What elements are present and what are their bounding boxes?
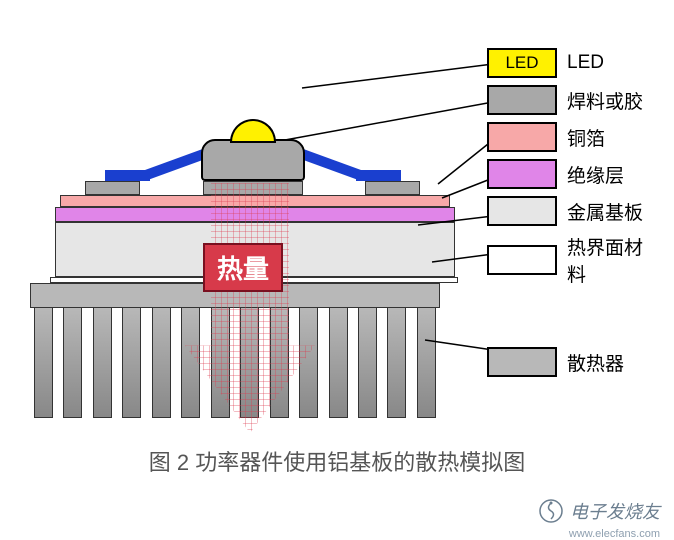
legend-label: 散热器 <box>567 349 624 376</box>
lead-wire-left <box>105 170 150 181</box>
legend-swatch <box>487 122 557 152</box>
legend-row: 金属基板 <box>487 196 652 226</box>
copper-foil-layer <box>60 195 450 207</box>
led-package-body <box>201 139 305 181</box>
legend-label: 热界面材料 <box>567 233 652 287</box>
legend: LED LED 焊料或胶铜箔绝缘层金属基板热界面材料散热器 <box>487 48 652 384</box>
heatsink-fin <box>152 308 171 418</box>
legend-swatch <box>487 85 557 115</box>
legend-swatch: LED <box>487 48 557 78</box>
heatsink-fin <box>63 308 82 418</box>
legend-label: 金属基板 <box>567 198 643 225</box>
insulation-layer <box>55 207 455 222</box>
lead-wire-left-angle <box>145 148 205 181</box>
watermark-url: www.elecfans.com <box>569 528 660 540</box>
solder-pad-right <box>365 181 420 195</box>
legend-row: 焊料或胶 <box>487 85 652 115</box>
heatsink-fin <box>181 308 200 418</box>
heatsink-fin <box>329 308 348 418</box>
lead-wire-right-angle <box>301 148 361 181</box>
legend-label: 焊料或胶 <box>567 87 643 114</box>
heatsink-fin <box>93 308 112 418</box>
heatsink-fin <box>417 308 436 418</box>
led-dome <box>230 119 276 143</box>
legend-row: 铜箔 <box>487 122 652 152</box>
heatsink-fin <box>34 308 53 418</box>
watermark-text: 电子发烧友 <box>570 498 660 524</box>
legend-label: 绝缘层 <box>567 161 624 188</box>
legend-swatch <box>487 159 557 189</box>
heatsink-fin <box>358 308 377 418</box>
legend-row: LED LED <box>487 48 652 78</box>
legend-label: LED <box>567 52 604 74</box>
legend-row: 散热器 <box>487 347 652 377</box>
solder-pad-left <box>85 181 140 195</box>
legend-swatch <box>487 245 557 275</box>
diagram-container: 热量 LED LED 焊料或胶铜箔绝缘层金属基板热界面材料散热器 图 2 功率器件使… <box>0 0 674 538</box>
legend-swatch <box>487 347 557 377</box>
heatsink-fin <box>299 308 318 418</box>
figure-caption: 图 2 功率器件使用铝基板的散热模拟图 <box>0 445 674 477</box>
legend-row: 绝缘层 <box>487 159 652 189</box>
heatsink-layer <box>30 283 440 418</box>
watermark: 电子发烧友 <box>538 498 660 524</box>
lead-wire-right <box>356 170 401 181</box>
heatsink-fin <box>122 308 141 418</box>
solder-pad-center <box>203 181 303 195</box>
legend-swatch <box>487 196 557 226</box>
heat-label: 热量 <box>203 243 283 292</box>
heatsink-fin <box>270 308 289 418</box>
watermark-icon <box>538 498 564 524</box>
heatsink-fin <box>240 308 259 418</box>
heatsink-fins <box>30 308 440 418</box>
cross-section-diagram: 热量 <box>30 48 470 418</box>
heatsink-fin <box>211 308 230 418</box>
legend-row: 热界面材料 <box>487 233 652 287</box>
heatsink-fin <box>387 308 406 418</box>
legend-label: 铜箔 <box>567 124 605 151</box>
